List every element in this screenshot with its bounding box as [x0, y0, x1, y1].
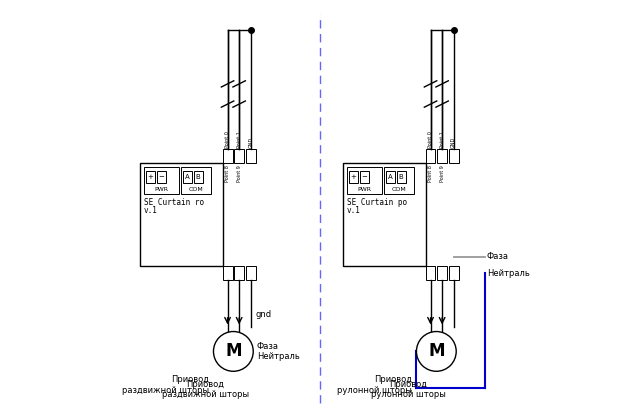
Text: Point 9: Point 9: [236, 165, 242, 182]
Text: B: B: [399, 174, 404, 180]
Circle shape: [213, 332, 253, 371]
Text: Point 9: Point 9: [440, 165, 444, 182]
Bar: [234, 266, 244, 280]
Text: COM: COM: [392, 187, 406, 192]
Bar: [181, 167, 211, 194]
Text: PWR: PWR: [357, 187, 371, 192]
Text: Приовод
раздвижной шторы: Приовод раздвижной шторы: [122, 375, 209, 395]
Text: Нейтраль: Нейтраль: [257, 352, 299, 361]
Text: −: −: [158, 174, 164, 180]
Bar: [384, 167, 414, 194]
Text: COM: COM: [189, 187, 204, 192]
Bar: [246, 266, 256, 280]
Bar: [386, 171, 395, 183]
Bar: [144, 167, 178, 194]
Text: SE Curtain ro: SE Curtain ro: [144, 198, 204, 207]
Text: Приовод
рулонной шторы: Приовод рулонной шторы: [337, 375, 412, 395]
Text: M: M: [225, 342, 242, 360]
Bar: [347, 167, 382, 194]
Text: GND: GND: [248, 137, 253, 148]
Bar: [223, 149, 232, 163]
Text: +: +: [350, 174, 356, 180]
Bar: [234, 149, 244, 163]
Text: Point 0: Point 0: [225, 131, 230, 148]
Bar: [449, 266, 459, 280]
Text: Нейтраль: Нейтраль: [487, 269, 529, 278]
Bar: [437, 149, 447, 163]
Bar: [349, 171, 358, 183]
Text: Фаза: Фаза: [257, 342, 279, 351]
Text: Point 8: Point 8: [428, 165, 433, 182]
Text: Point 0: Point 0: [428, 131, 433, 148]
Text: Приовод
рулонной шторы: Приовод рулонной шторы: [371, 379, 446, 399]
Text: +: +: [147, 174, 153, 180]
Text: SE Curtain po: SE Curtain po: [347, 198, 407, 207]
Circle shape: [417, 332, 456, 371]
Text: Приовод
раздвижной шторы: Приовод раздвижной шторы: [162, 379, 249, 399]
Bar: [146, 171, 155, 183]
Bar: [194, 171, 203, 183]
Bar: [426, 266, 435, 280]
Text: PWR: PWR: [155, 187, 168, 192]
Bar: [360, 171, 369, 183]
Text: A: A: [185, 174, 190, 180]
Bar: [156, 171, 166, 183]
Text: M: M: [428, 342, 444, 360]
Text: A: A: [388, 174, 393, 180]
Text: v.1: v.1: [144, 206, 158, 216]
Text: v.1: v.1: [347, 206, 361, 216]
Text: GND: GND: [451, 137, 456, 148]
Bar: [437, 266, 447, 280]
Bar: [140, 163, 223, 266]
Bar: [223, 266, 232, 280]
Text: B: B: [196, 174, 200, 180]
Bar: [343, 163, 426, 266]
Text: Фаза: Фаза: [487, 252, 509, 261]
Bar: [246, 149, 256, 163]
Bar: [397, 171, 406, 183]
Text: Point 8: Point 8: [225, 165, 230, 182]
Bar: [183, 171, 192, 183]
Bar: [426, 149, 435, 163]
Text: Point 1: Point 1: [236, 131, 242, 148]
Bar: [449, 149, 459, 163]
Text: Point 1: Point 1: [440, 131, 444, 148]
Text: gnd: gnd: [256, 310, 272, 319]
Text: −: −: [361, 174, 367, 180]
